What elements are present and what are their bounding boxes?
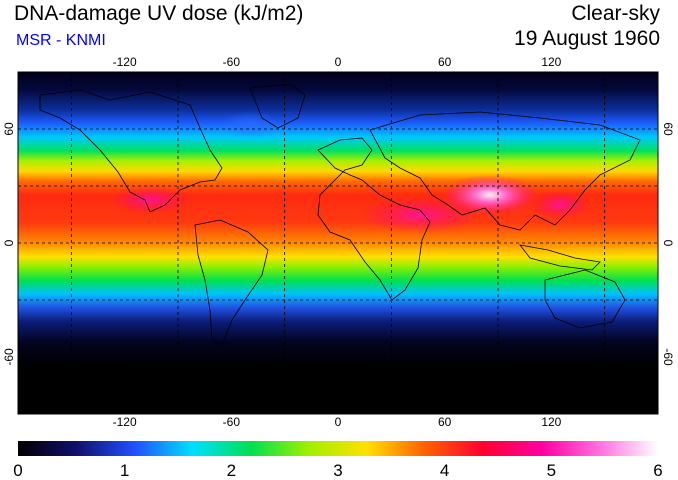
lon-tick-label-bottom: -60 bbox=[223, 415, 241, 429]
lat-tick-label-right: -60 bbox=[661, 348, 675, 366]
lon-tick-label-top: -60 bbox=[223, 55, 241, 69]
map-frame bbox=[17, 71, 659, 415]
lat-tick-label-right: 60 bbox=[661, 122, 675, 136]
lon-tick-label-top: 120 bbox=[541, 55, 561, 69]
lon-tick-label-top: 0 bbox=[335, 55, 342, 69]
sky-condition-label: Clear-sky bbox=[571, 2, 660, 25]
lat-tick-label-right: 0 bbox=[661, 240, 675, 247]
europe-africa-coastline bbox=[317, 137, 431, 301]
tick-labels: -120 -120 -60 -60 0 0 60 60 120 120 60 60 0 0 -60 -60 bbox=[2, 55, 675, 429]
lon-tick-label-bottom: 0 bbox=[335, 415, 342, 429]
lon-tick-label-top: 60 bbox=[438, 55, 452, 69]
colorbar bbox=[18, 441, 658, 456]
south-america-coastline bbox=[194, 219, 269, 346]
colorbar-labels: 0 1 2 3 4 5 6 bbox=[13, 461, 662, 480]
colorbar-tick-label: 3 bbox=[333, 461, 342, 480]
greenland-coastline bbox=[249, 83, 306, 129]
colorbar-tick-label: 5 bbox=[547, 461, 556, 480]
colorbar-tick-label: 0 bbox=[13, 461, 22, 480]
lon-tick-label-bottom: 120 bbox=[541, 415, 561, 429]
north-america-coastline bbox=[39, 89, 223, 213]
lat-tick-label-left: 60 bbox=[2, 122, 16, 136]
date-label: 19 August 1960 bbox=[514, 27, 660, 50]
lon-tick-label-bottom: -120 bbox=[113, 415, 137, 429]
lon-tick-label-top: -120 bbox=[113, 55, 137, 69]
lon-tick-label-bottom: 60 bbox=[438, 415, 452, 429]
colorbar-tick-label: 6 bbox=[653, 461, 662, 480]
graticule-grid bbox=[18, 72, 658, 414]
antarctica-coastline bbox=[29, 389, 641, 399]
source-label: MSR - KNMI bbox=[16, 32, 106, 49]
indonesia-coastline bbox=[519, 244, 601, 271]
map-title: DNA-damage UV dose (kJ/m2) bbox=[14, 2, 304, 25]
colorbar-tick-label: 2 bbox=[227, 461, 236, 480]
australia-coastline bbox=[544, 269, 626, 329]
lat-tick-label-left: 0 bbox=[2, 239, 16, 246]
asia-coastline bbox=[369, 111, 641, 231]
colorbar-tick-label: 1 bbox=[120, 461, 129, 480]
colorbar-tick-label: 4 bbox=[440, 461, 449, 480]
lat-tick-label-left: -60 bbox=[2, 348, 16, 366]
coastlines bbox=[29, 83, 641, 399]
